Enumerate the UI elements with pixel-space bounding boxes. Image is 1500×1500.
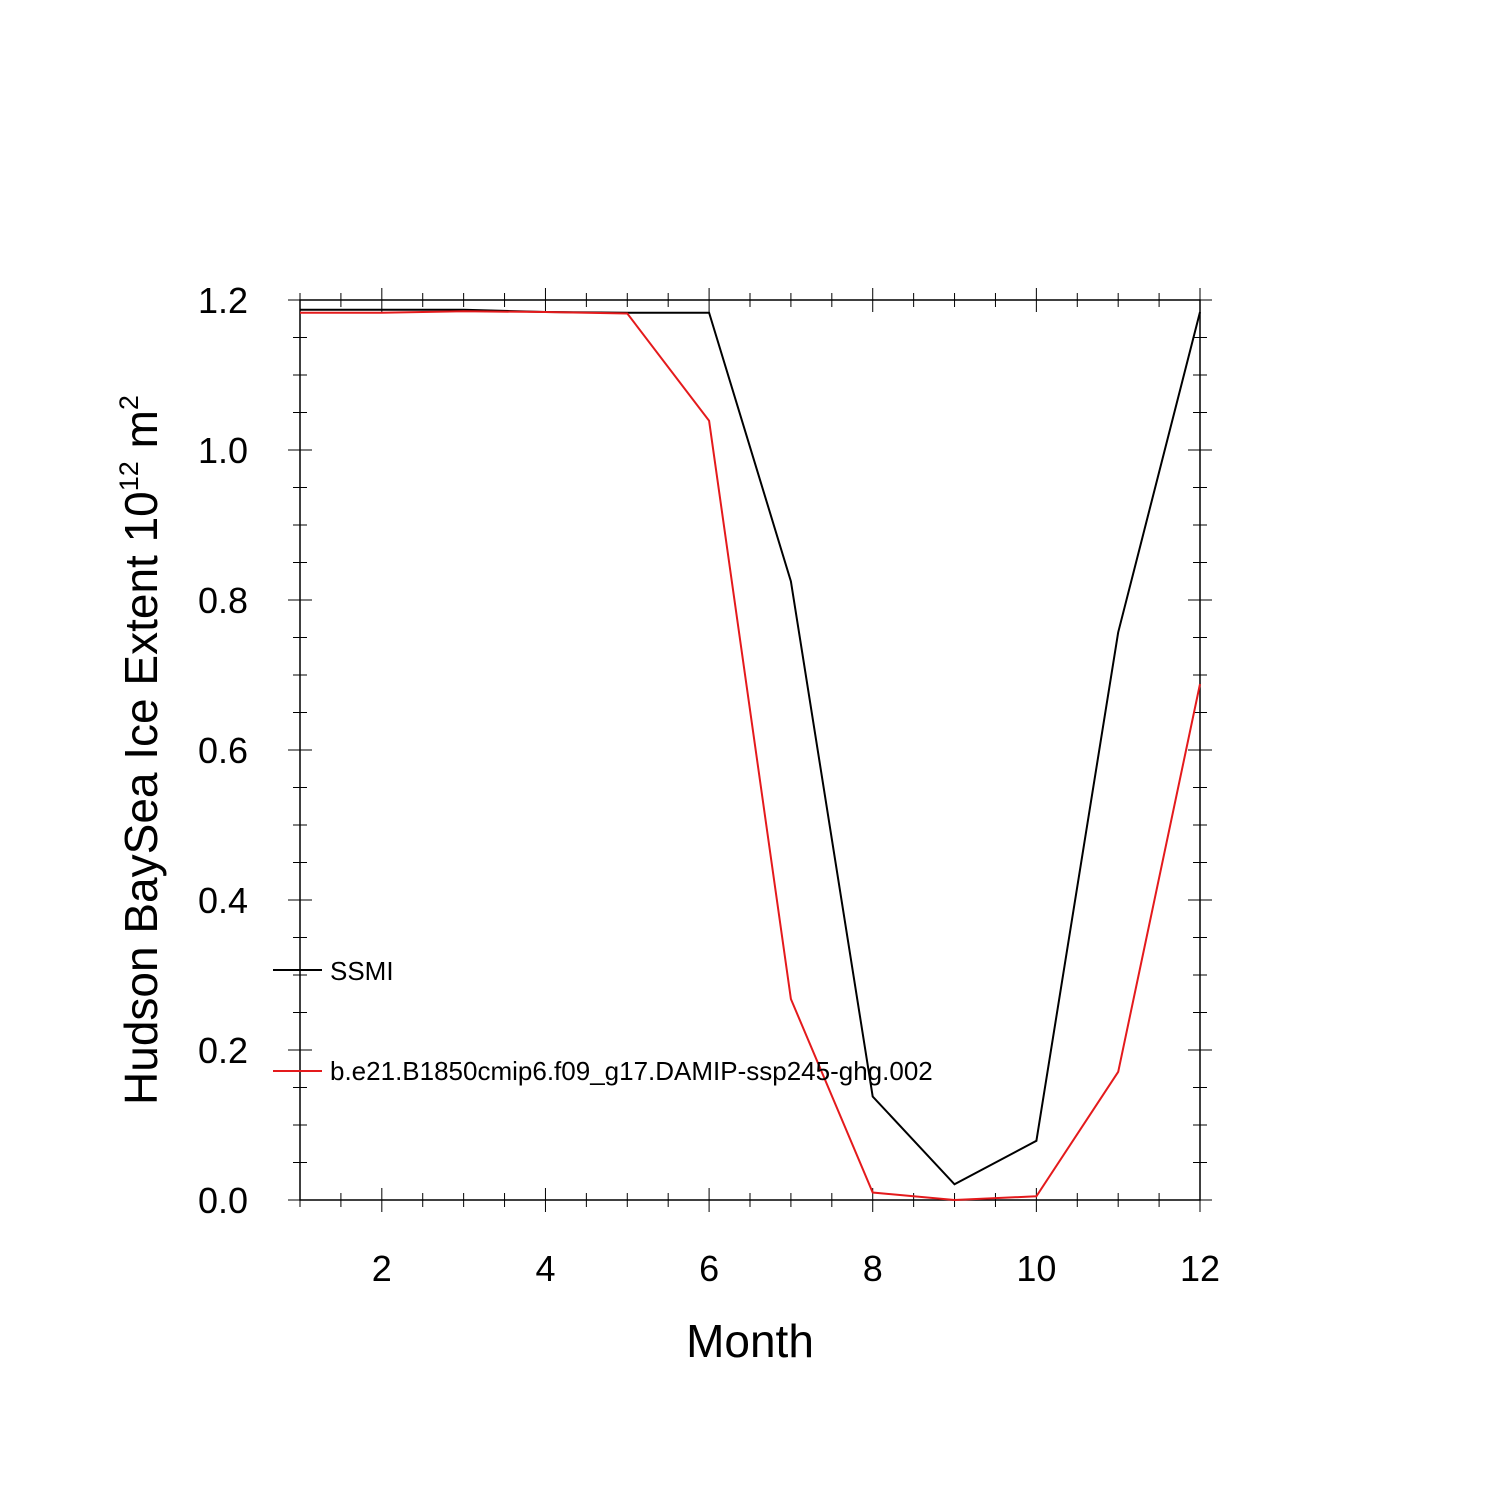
x-axis-title: Month	[686, 1315, 814, 1367]
legend: SSMI b.e21.B1850cmip6.f09_g17.DAMIP-ssp2…	[273, 956, 933, 1086]
x-tick-label: 6	[699, 1248, 719, 1289]
y-tick-label: 1.0	[198, 430, 248, 471]
y-axis-title-main: Hudson BaySea Ice Extent 10	[115, 491, 167, 1105]
y-tick-label: 0.2	[198, 1030, 248, 1071]
x-tick-label: 10	[1016, 1248, 1056, 1289]
axis-ticks	[288, 288, 1212, 1212]
series-lines	[300, 308, 1201, 1202]
y-tick-label: 0.0	[198, 1180, 248, 1221]
y-tick-label: 1.2	[198, 280, 248, 321]
x-tick-label: 12	[1180, 1248, 1220, 1289]
series-line-1	[300, 310, 1201, 1202]
x-tick-label: 4	[535, 1248, 555, 1289]
x-tick-label: 2	[372, 1248, 392, 1289]
legend-label-model: b.e21.B1850cmip6.f09_g17.DAMIP-ssp245-gh…	[330, 1056, 933, 1086]
y-tick-label: 0.6	[198, 730, 248, 771]
series-line-0	[300, 308, 1201, 1186]
y-axis-title: Hudson BaySea Ice Extent 1012 m2	[114, 395, 167, 1105]
y-axis-title-exponent: 12	[114, 461, 144, 491]
y-axis-title-unit: m	[115, 410, 167, 461]
legend-label-ssmi: SSMI	[330, 956, 394, 986]
y-axis-title-unit-exponent: 2	[114, 395, 144, 410]
y-tick-label: 0.4	[198, 880, 248, 921]
x-tick-label: 8	[863, 1248, 883, 1289]
y-tick-label: 0.8	[198, 580, 248, 621]
tick-labels: 2 4 6 8 10 12 0.0 0.2 0.4 0.6 0.8 1.0 1.2	[198, 280, 1220, 1289]
